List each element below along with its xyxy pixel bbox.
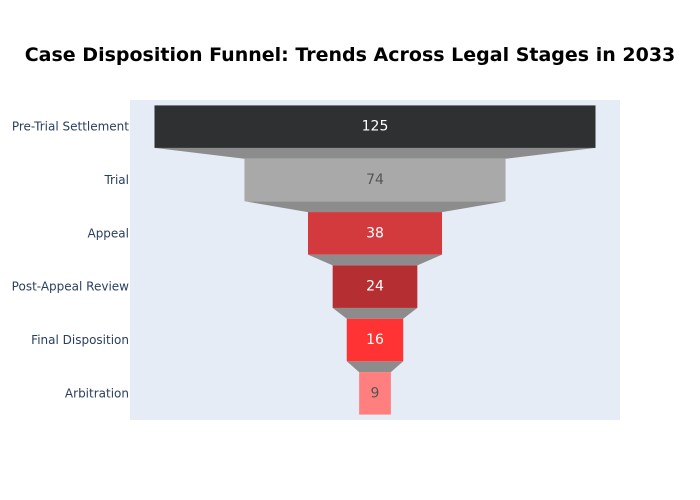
connector-3	[307, 254, 443, 266]
value-labels: 125 74 38 24 16 9	[362, 119, 389, 402]
value-label-arbitration: 9	[371, 385, 380, 401]
funnel-connectors	[154, 147, 596, 373]
category-label-arbitration: Arbitration	[65, 386, 129, 400]
category-label-pre-trial-settlement: Pre-Trial Settlement	[12, 120, 129, 134]
connector-4	[332, 307, 418, 319]
funnel-bar-pre-trial-settlement[interactable]	[154, 105, 596, 148]
category-label-trial: Trial	[103, 173, 129, 187]
chart-title: Case Disposition Funnel: Trends Across L…	[24, 44, 676, 66]
connector-2	[244, 201, 506, 213]
connector-1	[154, 147, 596, 159]
funnel-bar-arbitration[interactable]	[359, 372, 391, 415]
category-labels: Pre-Trial Settlement Trial Appeal Post-Appe…	[12, 120, 130, 401]
value-label-pre-trial-settlement: 125	[362, 119, 389, 135]
funnel-bar-final-disposition[interactable]	[346, 318, 404, 362]
funnel-bars	[154, 105, 596, 415]
category-label-post-appeal-review: Post-Appeal Review	[12, 280, 130, 294]
funnel-bar-trial[interactable]	[244, 158, 506, 202]
value-label-appeal: 38	[366, 225, 384, 241]
category-label-final-disposition: Final Disposition	[31, 333, 129, 347]
value-label-trial: 74	[366, 172, 384, 188]
category-label-appeal: Appeal	[87, 226, 129, 240]
funnel-bar-appeal[interactable]	[307, 212, 443, 255]
value-label-final-disposition: 16	[366, 332, 384, 348]
value-label-post-appeal-review: 24	[366, 279, 384, 295]
funnel-bar-post-appeal-review[interactable]	[332, 265, 418, 308]
connector-5	[346, 361, 404, 373]
